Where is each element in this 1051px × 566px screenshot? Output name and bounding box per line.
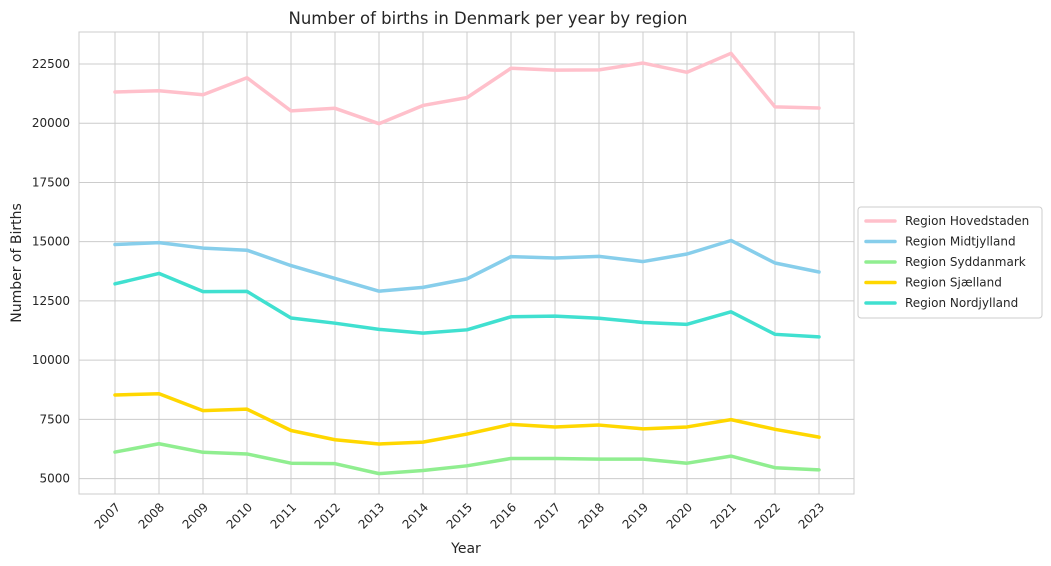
x-tick-label: 2021: [708, 500, 739, 531]
x-tick-label: 2009: [180, 500, 211, 531]
grid: [79, 32, 854, 494]
x-tick-label: 2015: [444, 500, 475, 531]
x-tick-label: 2017: [532, 500, 563, 531]
x-tick-label: 2010: [224, 500, 255, 531]
series-line: [113, 238, 821, 293]
x-tick-label: 2012: [312, 500, 343, 531]
series-line: [113, 392, 821, 446]
x-tick-label: 2011: [268, 500, 299, 531]
legend-label: Region Hovedstaden: [905, 214, 1029, 228]
legend-label: Region Nordjylland: [905, 296, 1018, 310]
y-tick-label: 20000: [32, 116, 70, 130]
legend: Region Hovedstaden Region Midtjylland Regi…: [857, 206, 1043, 319]
legend-label: Region Midtjylland: [905, 235, 1016, 249]
x-tick-label: 2022: [752, 500, 783, 531]
x-tick-label: 2013: [356, 500, 387, 531]
y-tick-label: 17500: [32, 175, 70, 189]
x-tick-label: 2020: [664, 500, 695, 531]
x-tick-label: 2019: [620, 500, 651, 531]
x-tick-label: 2016: [488, 500, 519, 531]
legend-items: Region Hovedstaden Region Midtjylland Regi…: [864, 214, 1029, 310]
y-tick-label: 10000: [32, 353, 70, 367]
x-axis-title: Year: [450, 541, 481, 557]
x-tick-label: 2018: [576, 500, 607, 531]
y-tick-label: 5000: [39, 472, 70, 486]
series-line: [113, 51, 821, 126]
legend-box: [857, 206, 1043, 319]
x-tick-label: 2008: [136, 500, 167, 531]
series-line: [113, 271, 821, 339]
x-tick-label: 2014: [400, 500, 431, 531]
x-tick-label: 2023: [796, 500, 827, 531]
y-tick-label: 7500: [39, 412, 70, 426]
legend-label: Region Sjælland: [905, 276, 1002, 290]
y-tick-label: 12500: [32, 294, 70, 308]
chart-title: Number of births in Denmark per year by …: [288, 9, 687, 28]
legend-label: Region Syddanmark: [905, 255, 1026, 269]
y-tick-label: 15000: [32, 235, 70, 249]
y-axis-title: Number of Births: [9, 203, 25, 323]
x-tick-label: 2007: [92, 500, 123, 531]
series-lines: [113, 51, 821, 476]
y-tick-label: 22500: [32, 57, 70, 71]
series-line: [113, 442, 821, 476]
